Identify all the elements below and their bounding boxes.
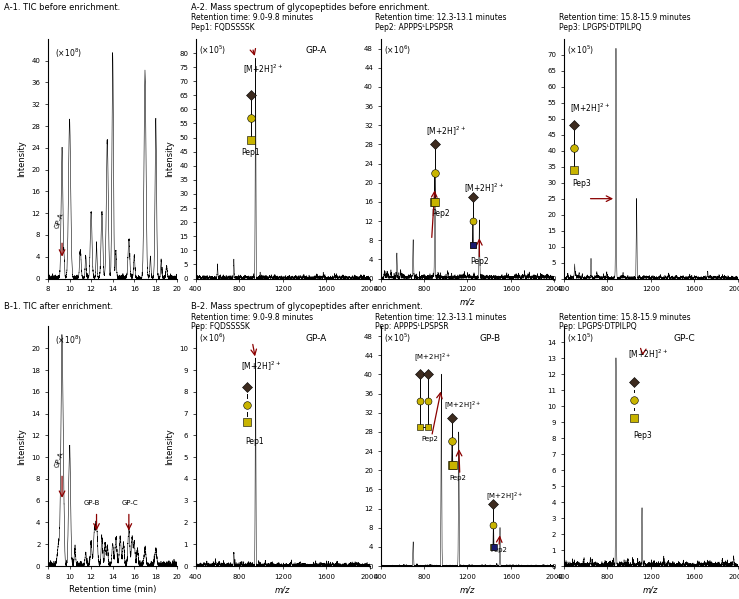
- Text: Pep2: Pep2: [421, 437, 438, 443]
- Text: GP-A: GP-A: [54, 450, 65, 468]
- Text: ($\times$10$^{6}$): ($\times$10$^{6}$): [200, 331, 226, 344]
- Text: ($\times$10$^{5}$): ($\times$10$^{5}$): [568, 331, 594, 344]
- Text: A-1. TIC before enrichment.: A-1. TIC before enrichment.: [4, 3, 120, 12]
- Text: Pep: LPGPSᴸDTPILPQ: Pep: LPGPSᴸDTPILPQ: [559, 322, 637, 331]
- Text: ($\times$10$^{5}$): ($\times$10$^{5}$): [200, 44, 226, 57]
- Text: GP-B: GP-B: [480, 334, 501, 343]
- Text: Pep2: Pep2: [449, 475, 466, 481]
- Text: Retention time: 12.3-13.1 minutes: Retention time: 12.3-13.1 minutes: [375, 13, 507, 22]
- Text: ($\times$10$^{5}$): ($\times$10$^{5}$): [384, 331, 411, 344]
- Y-axis label: Intensity: Intensity: [17, 140, 26, 177]
- Text: [M+2H]$^{2+}$: [M+2H]$^{2+}$: [415, 352, 451, 364]
- Text: B-2. Mass spectrum of glycopeptides after enrichment.: B-2. Mass spectrum of glycopeptides afte…: [191, 302, 423, 311]
- Text: Retention time: 9.0-9.8 minutes: Retention time: 9.0-9.8 minutes: [191, 313, 313, 322]
- Text: [M+2H]$^{2+}$: [M+2H]$^{2+}$: [443, 400, 480, 412]
- Text: GP-B: GP-B: [84, 500, 101, 506]
- Text: GP-A: GP-A: [305, 334, 327, 343]
- Text: ($\times$10$^{6}$): ($\times$10$^{6}$): [384, 44, 411, 57]
- Y-axis label: Intensity: Intensity: [165, 140, 174, 177]
- Text: Pep1: Pep1: [245, 437, 264, 446]
- X-axis label: m/z: m/z: [643, 585, 658, 594]
- Text: Pep3: LPGPSᴸDTPILPQ: Pep3: LPGPSᴸDTPILPQ: [559, 23, 642, 32]
- Text: ($\times$10$^{5}$): ($\times$10$^{5}$): [568, 44, 594, 57]
- Text: [M+2H]$^{2+}$: [M+2H]$^{2+}$: [628, 348, 668, 361]
- Text: Pep3: Pep3: [573, 179, 591, 188]
- Text: [M+2H]$^{2+}$: [M+2H]$^{2+}$: [570, 102, 610, 115]
- Text: [M+2H]$^{2+}$: [M+2H]$^{2+}$: [464, 182, 504, 195]
- X-axis label: m/z: m/z: [460, 585, 475, 594]
- Text: ($\times$10$^{8}$): ($\times$10$^{8}$): [55, 46, 81, 59]
- X-axis label: m/z: m/z: [275, 585, 290, 594]
- Text: [M+2H]$^{2+}$: [M+2H]$^{2+}$: [242, 360, 282, 373]
- Text: Pep: APPPSᴸLPSPSR: Pep: APPPSᴸLPSPSR: [375, 322, 449, 331]
- Text: GP-C: GP-C: [673, 334, 695, 343]
- X-axis label: m/z: m/z: [460, 298, 475, 307]
- Text: ($\times$10$^{8}$): ($\times$10$^{8}$): [55, 334, 81, 347]
- Y-axis label: Intensity: Intensity: [165, 428, 174, 465]
- Text: A-2. Mass spectrum of glycopeptides before enrichment.: A-2. Mass spectrum of glycopeptides befo…: [191, 3, 429, 12]
- Text: Pep2: Pep2: [470, 257, 488, 266]
- Text: Retention time: 12.3-13.1 minutes: Retention time: 12.3-13.1 minutes: [375, 313, 507, 322]
- Text: Pep2: APPPSᴸLPSPSR: Pep2: APPPSᴸLPSPSR: [375, 23, 454, 32]
- Text: Retention time: 15.8-15.9 minutes: Retention time: 15.8-15.9 minutes: [559, 313, 691, 322]
- Text: Pep3: Pep3: [633, 431, 652, 440]
- Text: Pep1: FQDSSSSK: Pep1: FQDSSSSK: [191, 23, 254, 32]
- Text: GP-C: GP-C: [122, 500, 138, 506]
- Text: Pep2: Pep2: [491, 547, 508, 553]
- X-axis label: Retention time (min): Retention time (min): [69, 585, 157, 594]
- Y-axis label: Intensity: Intensity: [17, 428, 26, 465]
- Text: [M+2H]$^{2+}$: [M+2H]$^{2+}$: [242, 62, 282, 75]
- Text: [M+2H]$^{2+}$: [M+2H]$^{2+}$: [426, 125, 466, 138]
- Text: Pep2: Pep2: [432, 209, 450, 218]
- Text: Pep1: Pep1: [241, 147, 259, 156]
- Text: Pep: FQDSSSSK: Pep: FQDSSSSK: [191, 322, 250, 331]
- Text: GP-A: GP-A: [54, 212, 65, 229]
- Text: B-1. TIC after enrichment.: B-1. TIC after enrichment.: [4, 302, 113, 311]
- Text: GP-A: GP-A: [305, 46, 327, 55]
- Text: Retention time: 9.0-9.8 minutes: Retention time: 9.0-9.8 minutes: [191, 13, 313, 22]
- Text: [M+2H]$^{2+}$: [M+2H]$^{2+}$: [486, 491, 522, 503]
- Text: Retention time: 15.8-15.9 minutes: Retention time: 15.8-15.9 minutes: [559, 13, 691, 22]
